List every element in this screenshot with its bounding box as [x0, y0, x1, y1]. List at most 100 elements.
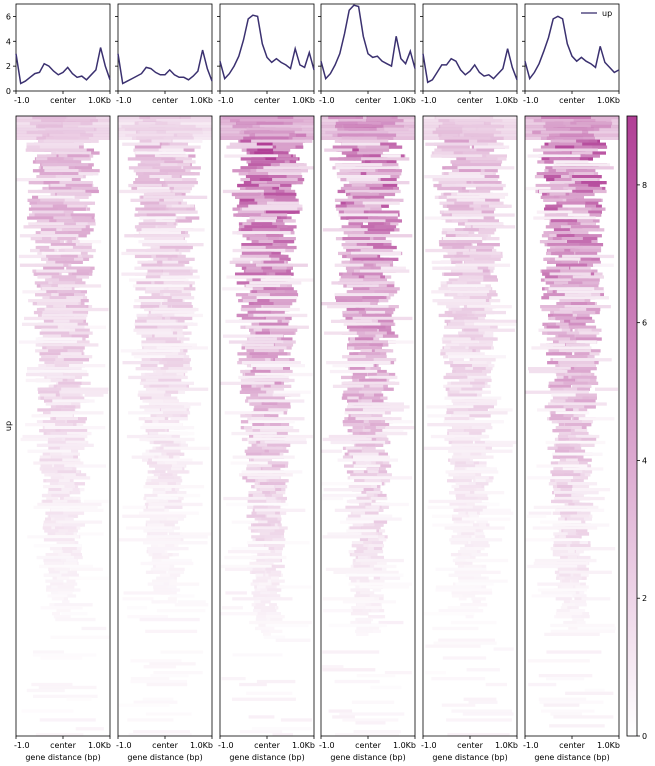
heatmap-cell: [346, 529, 377, 533]
heatmap-cell: [363, 523, 375, 527]
heatmap-cell: [118, 119, 212, 123]
heatmap-cell: [27, 369, 88, 374]
heatmap-cell: [543, 198, 563, 202]
heatmap-cell: [237, 183, 272, 188]
heatmap-cell: [25, 378, 51, 383]
heatmap-cell: [146, 682, 188, 687]
heatmap-cell: [266, 612, 281, 616]
heatmap-cell: [326, 361, 391, 365]
heatmap-cell: [149, 175, 170, 179]
heatmap-cell: [550, 219, 578, 223]
heatmap-cell: [135, 325, 163, 329]
heatmap-cell: [341, 381, 400, 385]
heatmap-cell: [169, 573, 181, 577]
heatmap-cell: [463, 482, 485, 486]
heatmap-cell: [474, 163, 501, 167]
heatmap-cell: [264, 440, 307, 445]
heatmap-cell: [261, 606, 276, 610]
heatmap-cell: [349, 576, 366, 580]
heatmap-cell: [238, 358, 266, 362]
heatmap-cell: [452, 399, 498, 403]
heatmap-cell: [160, 473, 173, 477]
heatmap-cell: [465, 491, 478, 495]
heatmap-cell: [453, 361, 487, 365]
heatmap-cell: [151, 396, 176, 400]
heatmap-cell: [251, 520, 268, 524]
heatmap-cell: [455, 582, 494, 586]
heatmap-cell: [450, 538, 503, 542]
heatmap-cell: [352, 287, 380, 291]
heatmap-cell: [167, 597, 177, 601]
heatmap-cell: [161, 408, 187, 412]
heatmap-cell: [324, 331, 357, 335]
heatmap-cell: [364, 426, 376, 430]
heatmap-cell: [256, 585, 270, 589]
heatmap-cell: [365, 606, 382, 610]
heatmap-cell: [245, 452, 263, 456]
heatmap-cell: [453, 426, 469, 430]
heatmap-cell: [158, 148, 184, 152]
heatmap-cell: [151, 600, 165, 604]
heatmap-cell: [68, 390, 108, 394]
heatmap-cell: [19, 234, 79, 238]
heatmap-cell: [123, 591, 177, 595]
heatmap-cell: [169, 582, 200, 586]
heatmap-cell: [268, 172, 302, 176]
heatmap-cell: [152, 553, 162, 557]
heatmap-cell: [118, 136, 212, 140]
heatmap-cell: [465, 615, 474, 619]
heatmap-cell: [146, 496, 179, 501]
heatmap-cell: [362, 313, 392, 318]
heatmap-cell: [144, 372, 167, 377]
heatmap-cell: [455, 263, 511, 267]
heatmap-cell: [64, 511, 85, 515]
heatmap-cell: [170, 293, 192, 297]
heatmap-cell: [261, 195, 296, 199]
heatmap-cell: [153, 671, 203, 675]
heatmap-cell: [251, 535, 266, 539]
heatmap-cell: [68, 452, 80, 456]
heatmap-cell: [276, 157, 299, 161]
heatmap-cell: [342, 310, 372, 315]
heatmap-cell: [160, 290, 182, 294]
heatmap-cell: [240, 166, 257, 170]
heatmap-cell: [441, 337, 471, 341]
heatmap-cell: [244, 225, 277, 229]
heatmap-cell: [253, 408, 268, 412]
heatmap-cell: [549, 192, 566, 197]
heatmap-cell: [452, 245, 471, 250]
heatmap-cell: [258, 623, 268, 628]
heatmap-cell: [49, 547, 65, 551]
heatmap-cell: [453, 535, 470, 539]
heatmap-cell: [463, 508, 485, 512]
heatmap-cell: [61, 372, 89, 377]
heatmap-cell: [370, 555, 384, 560]
heatmap-cell: [253, 434, 313, 439]
heatmap-cell: [265, 582, 280, 586]
heatmap-cell: [459, 257, 489, 261]
x-tick-label: 1.0Kb: [88, 96, 111, 105]
heatmap-cell: [525, 133, 619, 137]
heatmap-cell: [453, 296, 470, 300]
heatmap-cell: [130, 679, 187, 684]
profile-line: [524, 15, 620, 81]
x-tick-label: 1.0Kb: [190, 96, 213, 105]
heatmap-cell: [354, 393, 374, 397]
heatmap-cell: [52, 452, 75, 456]
heatmap-cell: [265, 210, 300, 214]
heatmap-cell: [160, 420, 176, 424]
x-tick-label: 1.0Kb: [393, 741, 416, 750]
profile-plot: -1.0 center 1.0Kb: [318, 3, 416, 105]
heatmap-cell: [255, 603, 266, 607]
heatmap-cell: [369, 523, 384, 527]
heatmap-cell: [449, 393, 475, 397]
heatmap-cell: [51, 455, 74, 459]
heatmap-cell: [355, 417, 402, 421]
heatmap-cell: [266, 550, 276, 554]
x-tick-label: 1.0Kb: [393, 96, 416, 105]
heatmap-cell: [361, 331, 387, 335]
